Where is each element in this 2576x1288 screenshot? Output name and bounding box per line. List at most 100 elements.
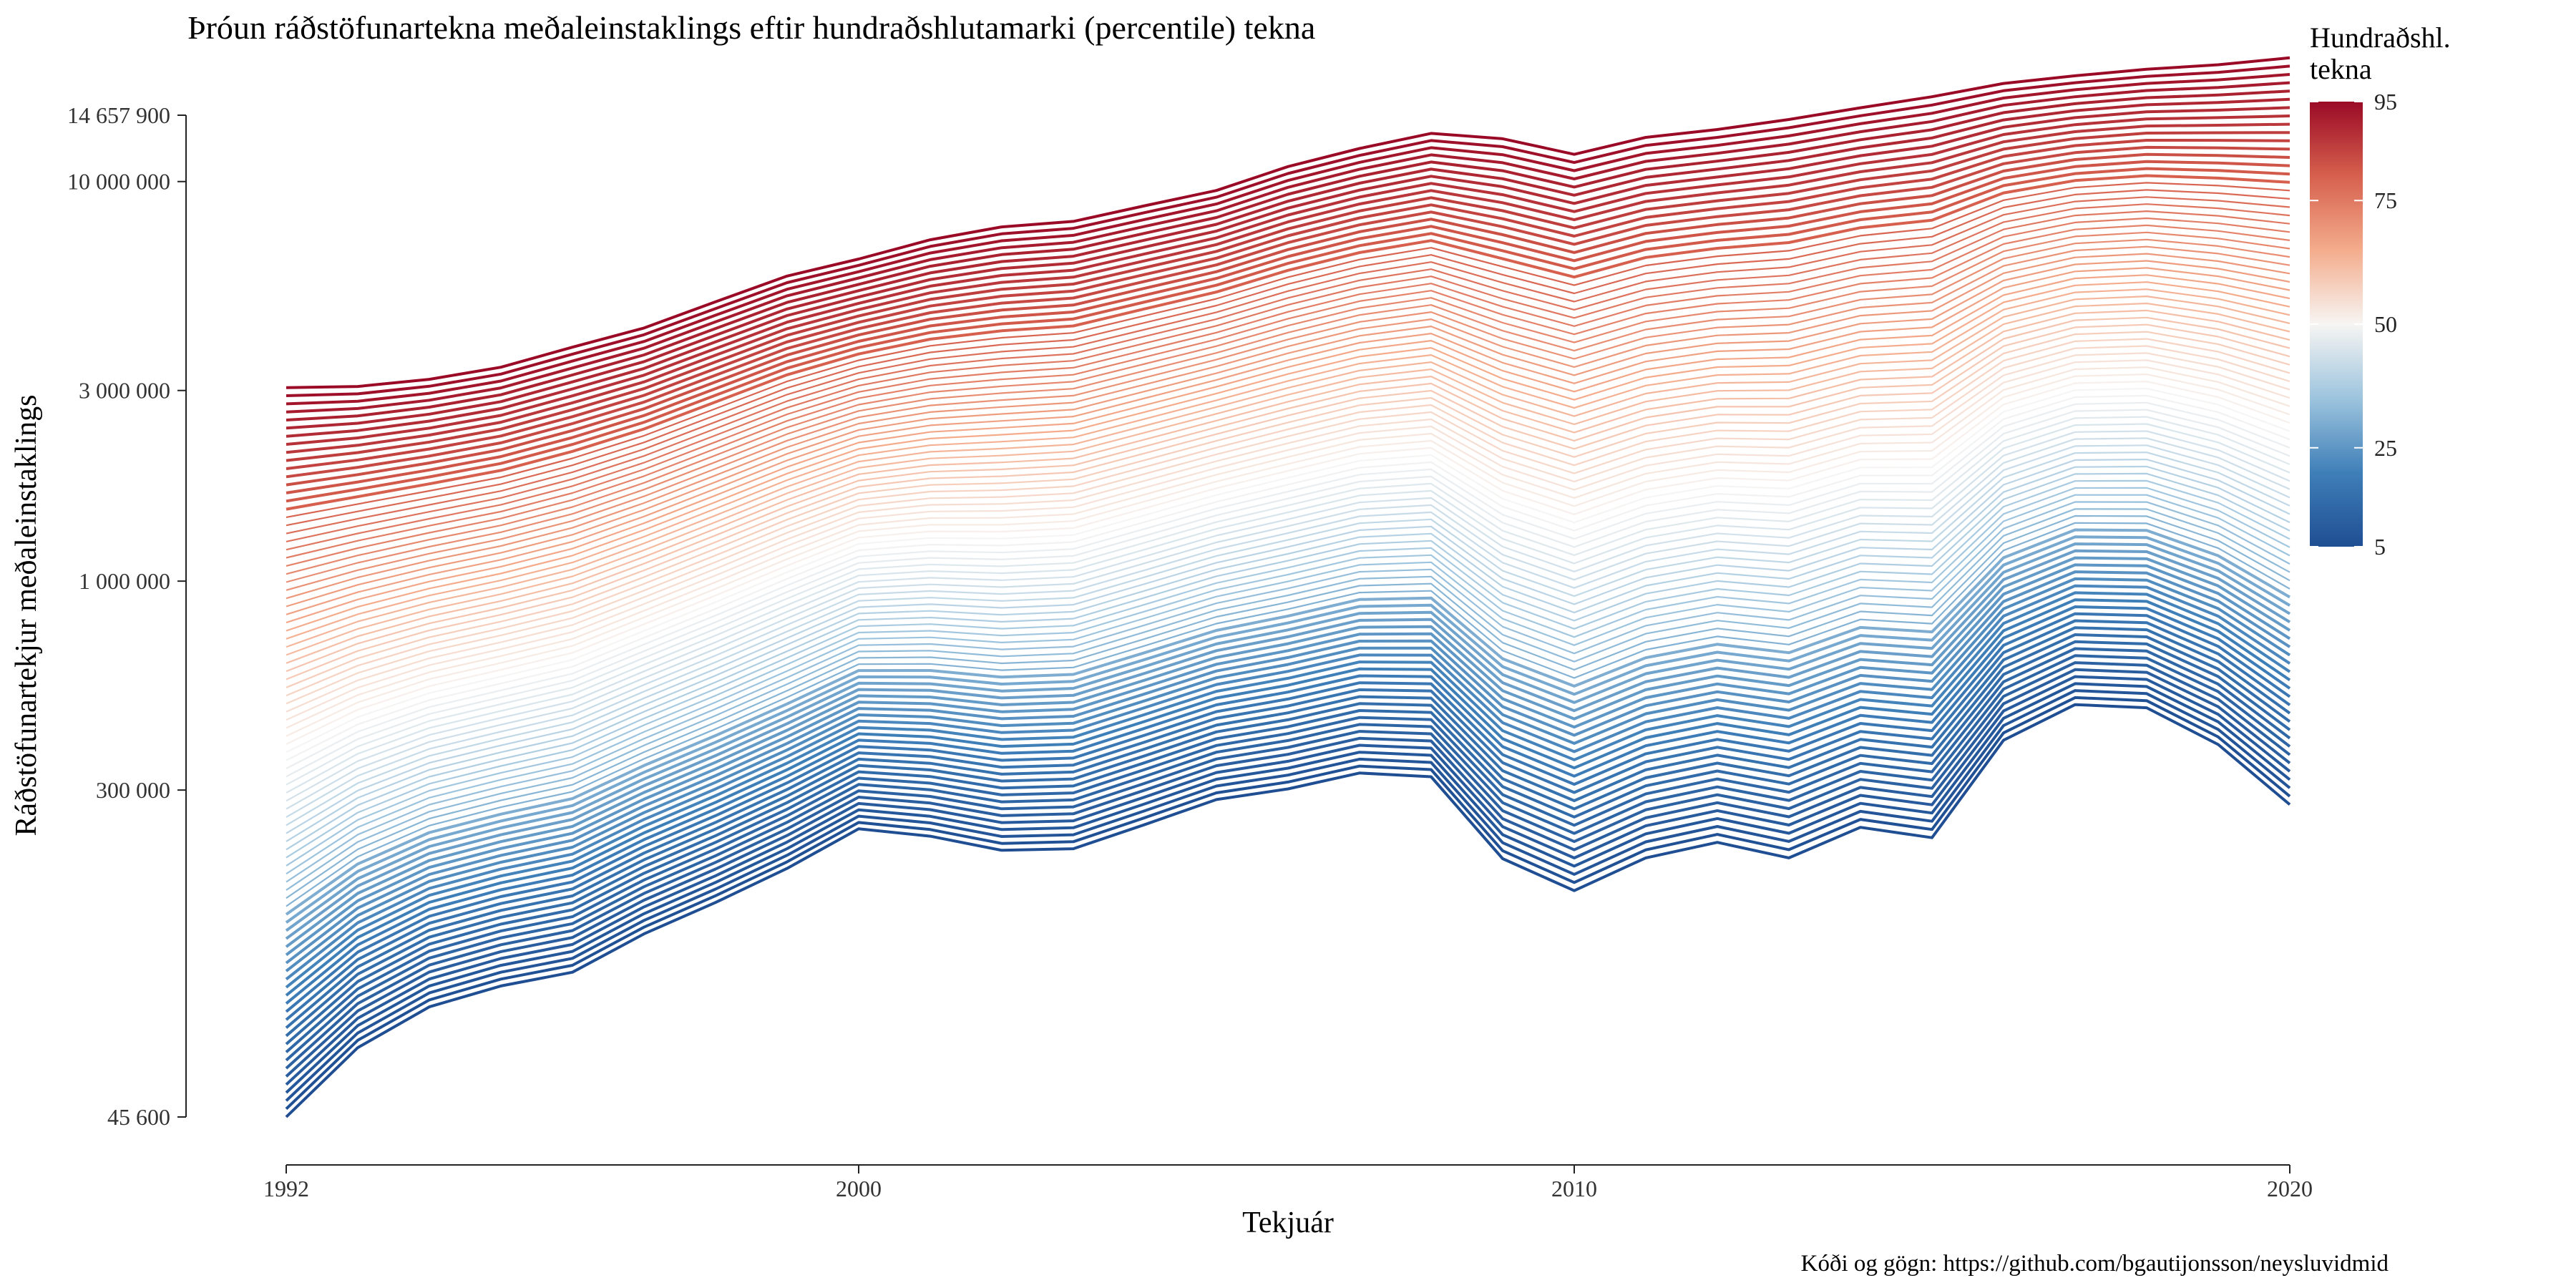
series-line-p15 bbox=[285, 633, 2291, 1038]
series-line-p13 bbox=[285, 647, 2291, 1053]
series-line-p21 bbox=[285, 591, 2291, 989]
x-tick-label: 2000 bbox=[836, 1176, 882, 1201]
series-line-p26 bbox=[285, 556, 2291, 948]
series-line-p70 bbox=[286, 245, 2290, 591]
series-line-p84 bbox=[286, 145, 2290, 479]
series-line-p6 bbox=[285, 696, 2291, 1111]
series-line-p88 bbox=[286, 114, 2290, 446]
series-line-p33 bbox=[286, 508, 2290, 891]
series-line-p60 bbox=[286, 316, 2290, 673]
series-line-p93 bbox=[286, 73, 2290, 406]
y-tick-label: 3 000 000 bbox=[79, 378, 170, 404]
series-line-p94 bbox=[286, 64, 2290, 397]
series-line-p81 bbox=[286, 167, 2290, 503]
series-line-p53 bbox=[286, 366, 2290, 729]
legend-tick-label: 95 bbox=[2374, 89, 2397, 114]
y-tick-label: 45 600 bbox=[107, 1104, 170, 1130]
legend-ticks: 5 25 50 75 95 bbox=[2310, 89, 2397, 560]
series-line-p23 bbox=[285, 577, 2291, 972]
series-line-p22 bbox=[285, 584, 2291, 981]
series-line-p89 bbox=[286, 106, 2290, 438]
series-line-p90 bbox=[286, 97, 2290, 430]
series-line-p80 bbox=[286, 174, 2290, 511]
series-line-p19 bbox=[285, 605, 2291, 1005]
series-line-p27 bbox=[285, 549, 2291, 940]
series-line-p58 bbox=[286, 331, 2290, 688]
series-line-p25 bbox=[285, 563, 2291, 957]
series-line-p62 bbox=[286, 302, 2290, 656]
legend-tick-label: 25 bbox=[2374, 435, 2397, 461]
series-line-p44 bbox=[286, 430, 2290, 802]
series-line-p32 bbox=[286, 514, 2290, 899]
series-line-p20 bbox=[285, 598, 2291, 997]
series-line-p28 bbox=[285, 542, 2291, 932]
y-tick-label: 14 657 900 bbox=[67, 102, 170, 128]
series-line-p82 bbox=[286, 160, 2290, 494]
series-line-p42 bbox=[286, 444, 2290, 818]
series-line-p91 bbox=[286, 89, 2290, 421]
series-line-p7 bbox=[285, 689, 2291, 1102]
series-line-p72 bbox=[286, 231, 2290, 575]
series-line-p63 bbox=[286, 296, 2290, 648]
series-line-p51 bbox=[286, 380, 2290, 745]
series-line-p40 bbox=[286, 458, 2290, 834]
series-line-p52 bbox=[286, 373, 2290, 737]
series-line-p71 bbox=[286, 238, 2290, 583]
caption: Kóði og gögn: https://github.com/bgautij… bbox=[1801, 1251, 2389, 1277]
series-line-p38 bbox=[286, 472, 2290, 851]
legend-tick-label: 5 bbox=[2374, 534, 2386, 560]
series-line-p95 bbox=[286, 56, 2290, 389]
x-axis-ticks: 1992 2000 2010 2020 bbox=[263, 1165, 2313, 1201]
series-line-p8 bbox=[285, 682, 2291, 1094]
series-line-p48 bbox=[286, 401, 2290, 769]
series-line-p67 bbox=[286, 267, 2290, 615]
legend-tick-label: 75 bbox=[2374, 187, 2397, 213]
y-axis-title: Ráðstöfunartekjur meðaleinstaklings bbox=[10, 394, 43, 836]
series-line-p34 bbox=[286, 501, 2290, 883]
series-line-p66 bbox=[286, 274, 2290, 624]
series-line-p92 bbox=[286, 81, 2290, 414]
y-axis-ticks: 45 600 300 000 1 000 000 3 000 000 10 000 00… bbox=[67, 102, 186, 1130]
series-line-p77 bbox=[286, 196, 2290, 535]
series-line-p41 bbox=[286, 452, 2290, 826]
series-line-p68 bbox=[286, 260, 2290, 608]
series-line-p59 bbox=[286, 323, 2290, 680]
series-line-p76 bbox=[286, 203, 2290, 542]
series-line-p45 bbox=[286, 423, 2290, 794]
series-line-p29 bbox=[285, 535, 2291, 924]
series-line-p9 bbox=[285, 675, 2291, 1086]
series-line-p78 bbox=[286, 189, 2290, 527]
x-axis-title: Tekjuár bbox=[1242, 1206, 1334, 1239]
series-line-p85 bbox=[286, 139, 2290, 470]
y-tick-label: 300 000 bbox=[96, 777, 170, 803]
series-line-p86 bbox=[286, 131, 2290, 462]
series-line-p47 bbox=[286, 409, 2290, 778]
series-line-p69 bbox=[286, 253, 2290, 600]
series-line-p75 bbox=[286, 210, 2290, 551]
series-line-p18 bbox=[285, 612, 2291, 1013]
legend-colorbar bbox=[2310, 102, 2363, 547]
series-line-p65 bbox=[286, 281, 2290, 632]
legend-title: Hundraðshl. tekna bbox=[2310, 21, 2451, 85]
series-line-p16 bbox=[285, 626, 2291, 1029]
x-tick-label: 2010 bbox=[1551, 1176, 1597, 1201]
series-line-p30 bbox=[285, 528, 2291, 916]
y-tick-label: 1 000 000 bbox=[79, 568, 170, 594]
series-line-p35 bbox=[286, 494, 2290, 875]
series-line-p24 bbox=[285, 570, 2291, 965]
series-line-p64 bbox=[286, 288, 2290, 640]
y-tick-label: 10 000 000 bbox=[67, 169, 170, 195]
series-line-p57 bbox=[286, 338, 2290, 697]
series-line-p36 bbox=[286, 487, 2290, 867]
series-line-p87 bbox=[286, 122, 2290, 454]
legend: Hundraðshl. tekna 5 25 50 75 95 bbox=[2310, 21, 2451, 560]
series-line-p73 bbox=[286, 224, 2290, 567]
series-line-p83 bbox=[286, 152, 2290, 487]
series-line-p49 bbox=[286, 394, 2290, 761]
series-line-p46 bbox=[286, 416, 2290, 786]
series-line-p17 bbox=[285, 619, 2291, 1021]
percentile-lines bbox=[285, 56, 2291, 1118]
series-line-p31 bbox=[286, 522, 2290, 907]
series-line-p10 bbox=[285, 668, 2291, 1078]
